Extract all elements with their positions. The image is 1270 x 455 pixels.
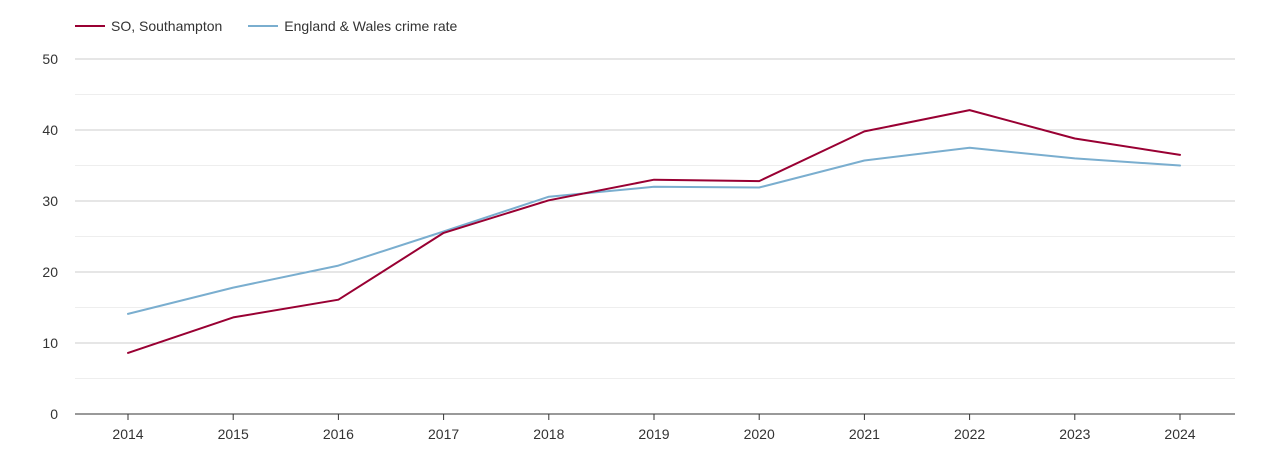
y-tick-label: 0 — [50, 406, 58, 422]
point-southampton-2015[interactable] — [230, 314, 236, 320]
series-line-southampton[interactable] — [127, 109, 1181, 354]
legend-swatch-england-wales — [248, 25, 279, 27]
x-tick-label: 2021 — [849, 426, 880, 442]
point-southampton-2016[interactable] — [335, 297, 341, 303]
legend-label-england-wales: England & Wales crime rate — [284, 18, 458, 34]
y-tick-label: 50 — [42, 51, 58, 67]
legend-swatch-southampton — [75, 25, 105, 27]
point-england-wales-2019[interactable] — [651, 184, 657, 190]
point-england-wales-2022[interactable] — [967, 145, 973, 151]
point-southampton-2022[interactable] — [967, 107, 973, 113]
point-england-wales-2021[interactable] — [861, 158, 867, 164]
chart-legend: SO, Southampton England & Wales crime ra… — [75, 15, 483, 37]
point-southampton-2020[interactable] — [756, 178, 762, 184]
legend-item-southampton[interactable]: SO, Southampton — [75, 18, 222, 34]
x-tick-label: 2019 — [638, 426, 669, 442]
series-line-england-wales[interactable] — [127, 146, 1181, 315]
y-tick-label: 30 — [42, 193, 58, 209]
point-southampton-2023[interactable] — [1072, 136, 1078, 142]
point-england-wales-2016[interactable] — [335, 263, 341, 269]
point-england-wales-2014[interactable] — [125, 311, 131, 317]
y-tick-label: 10 — [42, 335, 58, 351]
x-tick-label: 2014 — [112, 426, 143, 442]
x-tick-label: 2024 — [1164, 426, 1195, 442]
x-tick-label: 2016 — [323, 426, 354, 442]
point-england-wales-2023[interactable] — [1072, 155, 1078, 161]
point-southampton-2014[interactable] — [125, 350, 131, 356]
point-england-wales-2020[interactable] — [756, 185, 762, 191]
point-southampton-2021[interactable] — [861, 128, 867, 134]
tick-labels: 0 10 20 30 40 50 2014 2015 2016 2017 2018 2019 2020 2… — [42, 51, 1195, 442]
point-southampton-2019[interactable] — [651, 177, 657, 183]
legend-item-england-wales[interactable]: England & Wales crime rate — [248, 18, 457, 34]
grid-lines — [75, 58, 1235, 379]
y-tick-label: 20 — [42, 264, 58, 280]
y-tick-label: 40 — [42, 122, 58, 138]
point-england-wales-2024[interactable] — [1177, 163, 1183, 169]
point-england-wales-2015[interactable] — [230, 285, 236, 291]
point-southampton-2018[interactable] — [546, 197, 552, 203]
x-tick-label: 2015 — [218, 426, 249, 442]
x-tick-label: 2018 — [533, 426, 564, 442]
axes — [75, 413, 1235, 420]
point-southampton-2017[interactable] — [441, 230, 447, 236]
legend-label-southampton: SO, Southampton — [111, 18, 223, 34]
x-tick-label: 2022 — [954, 426, 985, 442]
point-southampton-2024[interactable] — [1177, 152, 1183, 158]
x-tick-label: 2023 — [1059, 426, 1090, 442]
x-tick-label: 2020 — [744, 426, 775, 442]
x-tick-label: 2017 — [428, 426, 459, 442]
series-lines — [125, 107, 1183, 356]
